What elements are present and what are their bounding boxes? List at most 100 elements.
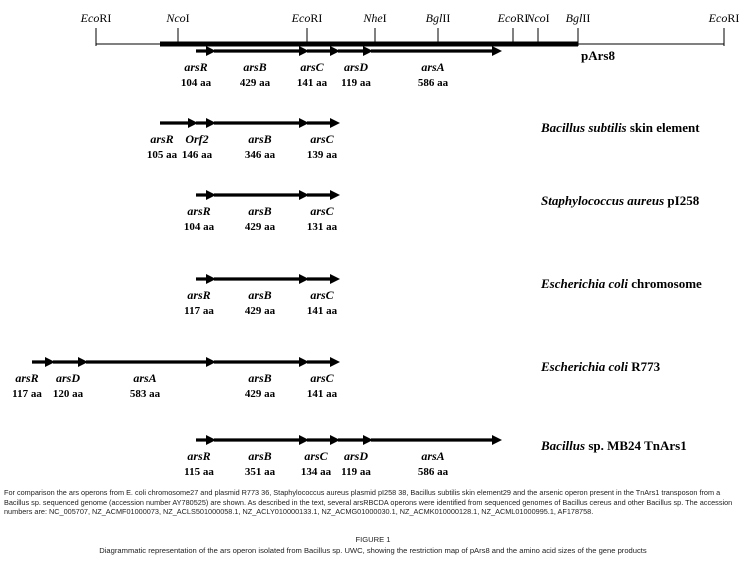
gene-size-label: 429 aa <box>245 305 276 317</box>
gene-arrowhead <box>330 190 340 200</box>
gene-arrowhead <box>206 46 216 56</box>
gene-arrowhead <box>330 118 340 128</box>
gene-size-label: 104 aa <box>184 221 215 233</box>
restriction-site-label: BglII <box>426 11 451 25</box>
gene-name-label: Orf2 <box>185 132 208 146</box>
operon-row: arsR 105 aa Orf2 146 aa arsB 346 aa arsC 139 aa… <box>147 118 700 161</box>
gene-name-label: arsA <box>133 371 156 385</box>
gene-name-label: arsR <box>184 60 207 74</box>
gene-size-label: 134 aa <box>301 466 332 478</box>
operon-source-label: pArs8 <box>581 48 615 63</box>
gene-arrowhead <box>206 435 216 445</box>
gene-name-label: arsB <box>248 449 271 463</box>
gene-name-label: arsD <box>56 371 80 385</box>
gene-name-label: arsB <box>248 371 271 385</box>
gene-name-label: arsR <box>187 449 210 463</box>
gene-size-label: 131 aa <box>307 221 338 233</box>
figure-title: Diagrammatic representation of the ars o… <box>99 546 647 555</box>
gene-arrowhead <box>299 118 309 128</box>
operon-source-label: Escherichia coli chromosome <box>540 276 702 291</box>
gene-name-label: arsB <box>248 288 271 302</box>
operon-row: arsR 104 aa arsB 429 aa arsC 131 aa Staphyloco… <box>184 190 700 233</box>
gene-size-label: 346 aa <box>245 149 276 161</box>
gene-name-label: arsC <box>310 371 334 385</box>
gene-size-label: 115 aa <box>184 466 214 478</box>
restriction-site-label: NcoI <box>525 11 549 25</box>
operon-source-label: Staphylococcus aureus pI258 <box>541 193 700 208</box>
figure-label: FIGURE 1 <box>355 535 391 544</box>
gene-size-label: 119 aa <box>341 466 371 478</box>
operon-row: arsR 117 aa arsB 429 aa arsC 141 aa Escherichi… <box>184 274 702 317</box>
gene-name-label: arsR <box>150 132 173 146</box>
gene-size-label: 429 aa <box>245 388 276 400</box>
gene-size-label: 120 aa <box>53 388 84 400</box>
gene-size-label: 351 aa <box>245 466 276 478</box>
gene-arrowhead <box>330 274 340 284</box>
gene-arrowhead <box>330 357 340 367</box>
gene-size-label: 429 aa <box>245 221 276 233</box>
gene-arrowhead <box>206 274 216 284</box>
gene-size-label: 429 aa <box>240 77 271 89</box>
gene-size-label: 119 aa <box>341 77 371 89</box>
gene-arrowhead <box>363 46 373 56</box>
gene-arrowhead <box>299 435 309 445</box>
restriction-site-label: NheI <box>362 11 386 25</box>
gene-name-label: arsR <box>15 371 38 385</box>
gene-arrowhead <box>45 357 55 367</box>
operon-row: arsR 104 aa arsB 429 aa arsC 141 aa arsD 119 aa… <box>181 46 615 89</box>
gene-size-label: 141 aa <box>297 77 328 89</box>
gene-name-label: arsR <box>187 288 210 302</box>
gene-name-label: arsB <box>248 132 271 146</box>
gene-name-label: arsC <box>310 204 334 218</box>
gene-size-label: 117 aa <box>12 388 42 400</box>
gene-arrowhead <box>299 190 309 200</box>
gene-arrowhead <box>299 46 309 56</box>
operon-source-label: Bacillus sp. MB24 TnArs1 <box>540 438 687 453</box>
restriction-site-label: NcoI <box>165 11 189 25</box>
gene-arrowhead <box>492 435 502 445</box>
restriction-site-label: EcoRI <box>80 11 112 25</box>
gene-name-label: arsD <box>344 449 368 463</box>
gene-arrowhead <box>330 46 340 56</box>
gene-name-label: arsC <box>310 288 334 302</box>
gene-arrowhead <box>330 435 340 445</box>
gene-arrowhead <box>492 46 502 56</box>
restriction-site-label: EcoRI <box>708 11 740 25</box>
gene-arrowhead <box>188 118 198 128</box>
operon-row: arsR 115 aa arsB 351 aa arsC 134 aa arsD 119 aa… <box>184 435 687 478</box>
operon-source-label: Escherichia coli R773 <box>540 359 661 374</box>
gene-size-label: 586 aa <box>418 466 449 478</box>
operon-row: arsR 117 aa arsD 120 aa arsA 583 aa arsB 429 aa… <box>12 357 661 400</box>
gene-size-label: 583 aa <box>130 388 161 400</box>
gene-size-label: 146 aa <box>182 149 213 161</box>
restriction-site-label: BglII <box>566 11 591 25</box>
operon-rows: arsR 104 aa arsB 429 aa arsC 141 aa arsD 119 aa… <box>12 46 702 478</box>
gene-name-label: arsR <box>187 204 210 218</box>
gene-arrowhead <box>206 357 216 367</box>
operon-source-label: Bacillus subtilis skin element <box>540 120 700 135</box>
gene-size-label: 105 aa <box>147 149 178 161</box>
gene-name-label: arsC <box>310 132 334 146</box>
restriction-site-label: EcoRI <box>497 11 529 25</box>
gene-name-label: arsA <box>421 60 444 74</box>
restriction-site-label: EcoRI <box>291 11 323 25</box>
gene-arrowhead <box>363 435 373 445</box>
gene-name-label: arsA <box>421 449 444 463</box>
gene-arrowhead <box>299 274 309 284</box>
gene-size-label: 104 aa <box>181 77 212 89</box>
gene-arrowhead <box>206 118 216 128</box>
gene-size-label: 141 aa <box>307 305 338 317</box>
gene-name-label: arsD <box>344 60 368 74</box>
gene-size-label: 586 aa <box>418 77 449 89</box>
gene-arrowhead <box>78 357 88 367</box>
gene-name-label: arsB <box>243 60 266 74</box>
gene-size-label: 139 aa <box>307 149 338 161</box>
gene-arrowhead <box>206 190 216 200</box>
gene-size-label: 141 aa <box>307 388 338 400</box>
gene-name-label: arsC <box>304 449 328 463</box>
figure-caption-text: For comparison the ars operons from E. c… <box>4 488 733 517</box>
gene-name-label: arsC <box>300 60 324 74</box>
gene-arrowhead <box>299 357 309 367</box>
